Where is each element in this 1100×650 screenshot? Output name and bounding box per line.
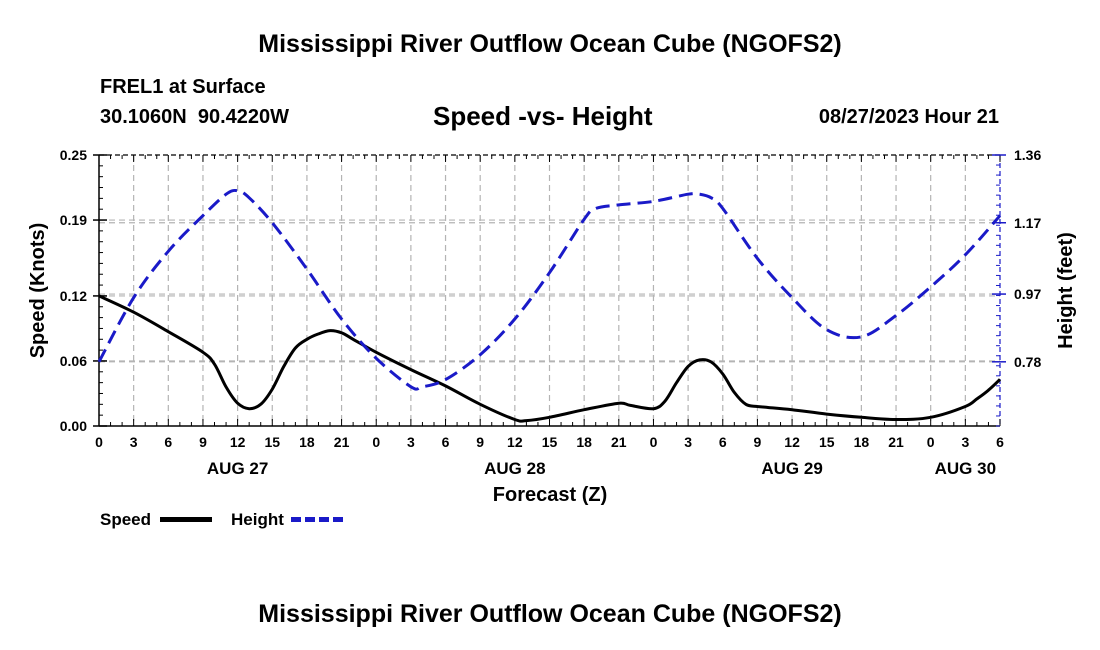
series-line-height: [97, 188, 1002, 391]
x-tick-label: 6: [442, 434, 450, 450]
x-tick-label: 9: [476, 434, 484, 450]
forecast-datetime: 08/27/2023 Hour 21: [818, 106, 999, 128]
x-tick-label: 6: [719, 434, 727, 450]
x-tick-label: 0: [372, 434, 380, 450]
y-tick-label: 0.19: [60, 212, 87, 228]
x-tick-label: 3: [684, 434, 692, 450]
station-coordinates: 30.1060N 90.4220W: [100, 106, 290, 128]
x-tick-label: 6: [164, 434, 172, 450]
x-tick-label: 18: [854, 434, 870, 450]
y-tick-label: 0.00: [60, 418, 87, 434]
y-tick-label: 0.12: [60, 288, 87, 304]
legend-height-label: Height: [231, 510, 284, 529]
x-tick-label: 0: [927, 434, 935, 450]
x-tick-label: 12: [230, 434, 246, 450]
x-tick-label: 9: [754, 434, 762, 450]
x-tick-label: 0: [95, 434, 103, 450]
x-tick-label: 6: [996, 434, 1004, 450]
x-day-label: AUG 27: [207, 459, 268, 478]
x-day-label: AUG 29: [761, 459, 822, 478]
y2-tick-label: 1.17: [1014, 215, 1041, 231]
series-line-speed: [98, 294, 1002, 423]
x-tick-label: 3: [130, 434, 138, 450]
legend-speed-swatch: [160, 517, 212, 522]
x-tick-label: 3: [961, 434, 969, 450]
x-tick-label: 12: [784, 434, 800, 450]
x-day-label: AUG 30: [935, 459, 996, 478]
x-tick-label: 21: [334, 434, 350, 450]
x-tick-label: 12: [507, 434, 523, 450]
y2-tick-label: 1.36: [1014, 147, 1041, 163]
y2-tick-label: 0.97: [1014, 286, 1041, 302]
x-tick-label: 18: [299, 434, 315, 450]
x-day-label: AUG 28: [484, 459, 545, 478]
x-tick-label: 15: [264, 434, 280, 450]
chart-subtitle: Speed -vs- Height: [433, 101, 653, 131]
y-tick-label: 0.25: [60, 147, 87, 163]
y2-tick-label: 0.78: [1014, 354, 1041, 370]
x-tick-label: 9: [199, 434, 207, 450]
legend-speed-label: Speed: [100, 510, 152, 529]
station-label: FREL1 at Surface: [100, 76, 266, 98]
y2-axis-label: Height (feet): [1055, 232, 1077, 349]
x-tick-label: 21: [611, 434, 627, 450]
legend-height-swatch: [291, 517, 343, 522]
x-tick-label: 18: [576, 434, 592, 450]
y-axis-label: Speed (Knots): [27, 223, 49, 359]
chart-title-top: Mississippi River Outflow Ocean Cube (NG…: [258, 30, 842, 58]
y-tick-label: 0.06: [60, 353, 87, 369]
x-tick-label: 15: [819, 434, 835, 450]
x-tick-label: 0: [650, 434, 658, 450]
x-tick-label: 3: [407, 434, 415, 450]
x-tick-label: 21: [888, 434, 904, 450]
chart-title-bottom: Mississippi River Outflow Ocean Cube (NG…: [258, 600, 842, 628]
x-tick-label: 15: [542, 434, 558, 450]
x-axis-label: Forecast (Z): [493, 484, 607, 506]
